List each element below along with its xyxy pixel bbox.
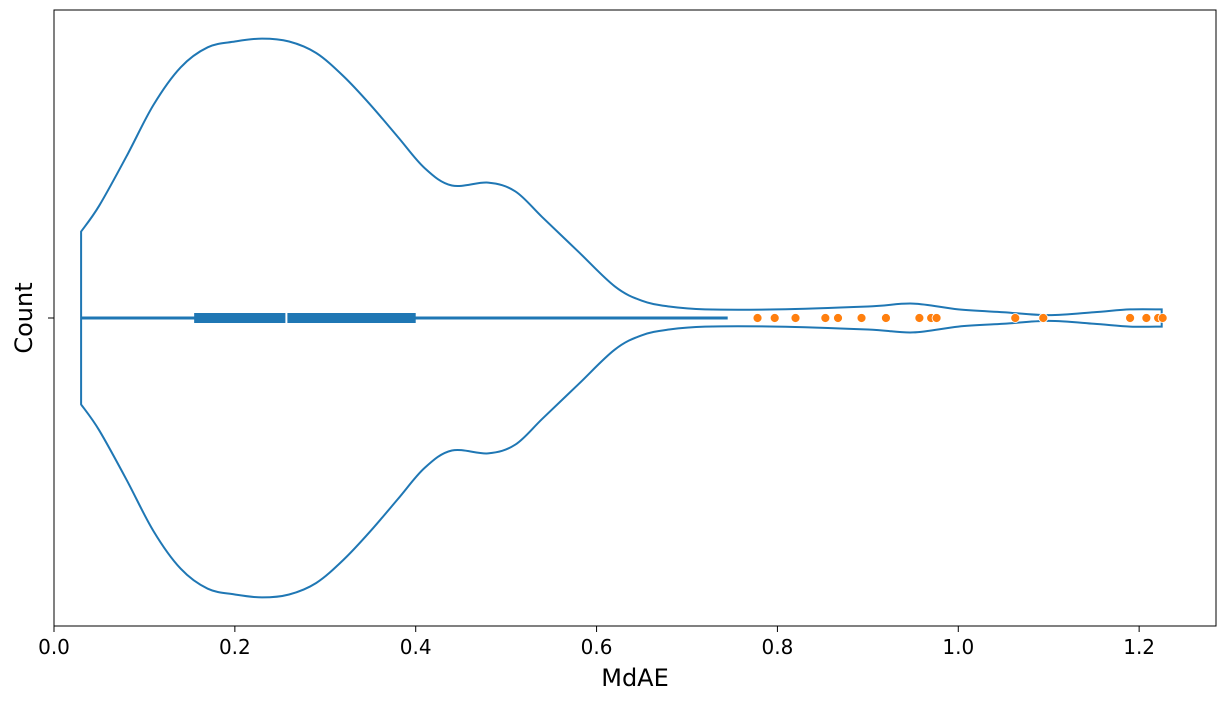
outlier-point-5 xyxy=(856,313,867,323)
outlier-point-1 xyxy=(769,313,780,323)
x-tick-label-1: 0.2 xyxy=(219,635,251,659)
outlier-point-12 xyxy=(1125,313,1135,323)
x-tick-label-6: 1.2 xyxy=(1123,635,1155,659)
outlier-point-0 xyxy=(752,313,763,323)
x-tick-label-5: 1.0 xyxy=(942,635,974,659)
plot-area xyxy=(80,37,1168,599)
x-axis-ticks: 0.0 0.2 0.4 0.6 0.8 1.0 1.2 xyxy=(38,626,1155,659)
outlier-point-7 xyxy=(914,313,925,323)
x-tick-label-4: 0.8 xyxy=(762,635,794,659)
x-tick-label-2: 0.4 xyxy=(400,635,432,659)
outlier-point-10 xyxy=(1010,313,1021,323)
outlier-point-9 xyxy=(931,313,942,323)
outlier-point-15 xyxy=(1157,313,1168,323)
x-axis-title: MdAE xyxy=(601,664,669,692)
x-tick-label-3: 0.6 xyxy=(581,635,613,659)
x-tick-label-0: 0.0 xyxy=(38,635,70,659)
outlier-point-3 xyxy=(820,313,831,323)
violin-body xyxy=(80,37,1163,599)
outlier-point-11 xyxy=(1038,313,1049,323)
outlier-point-4 xyxy=(833,313,843,323)
outlier-point-6 xyxy=(881,313,891,323)
violin-iqr-box xyxy=(194,313,416,323)
outlier-point-2 xyxy=(790,313,801,323)
y-axis-title: Count xyxy=(10,282,38,353)
outlier-point-13 xyxy=(1141,313,1152,323)
